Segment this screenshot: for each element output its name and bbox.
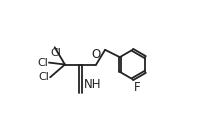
Text: F: F [134,81,140,94]
Text: Cl: Cl [50,48,61,58]
Text: Cl: Cl [37,58,48,68]
Text: Cl: Cl [39,72,50,82]
Text: NH: NH [84,78,101,91]
Text: O: O [92,48,101,61]
